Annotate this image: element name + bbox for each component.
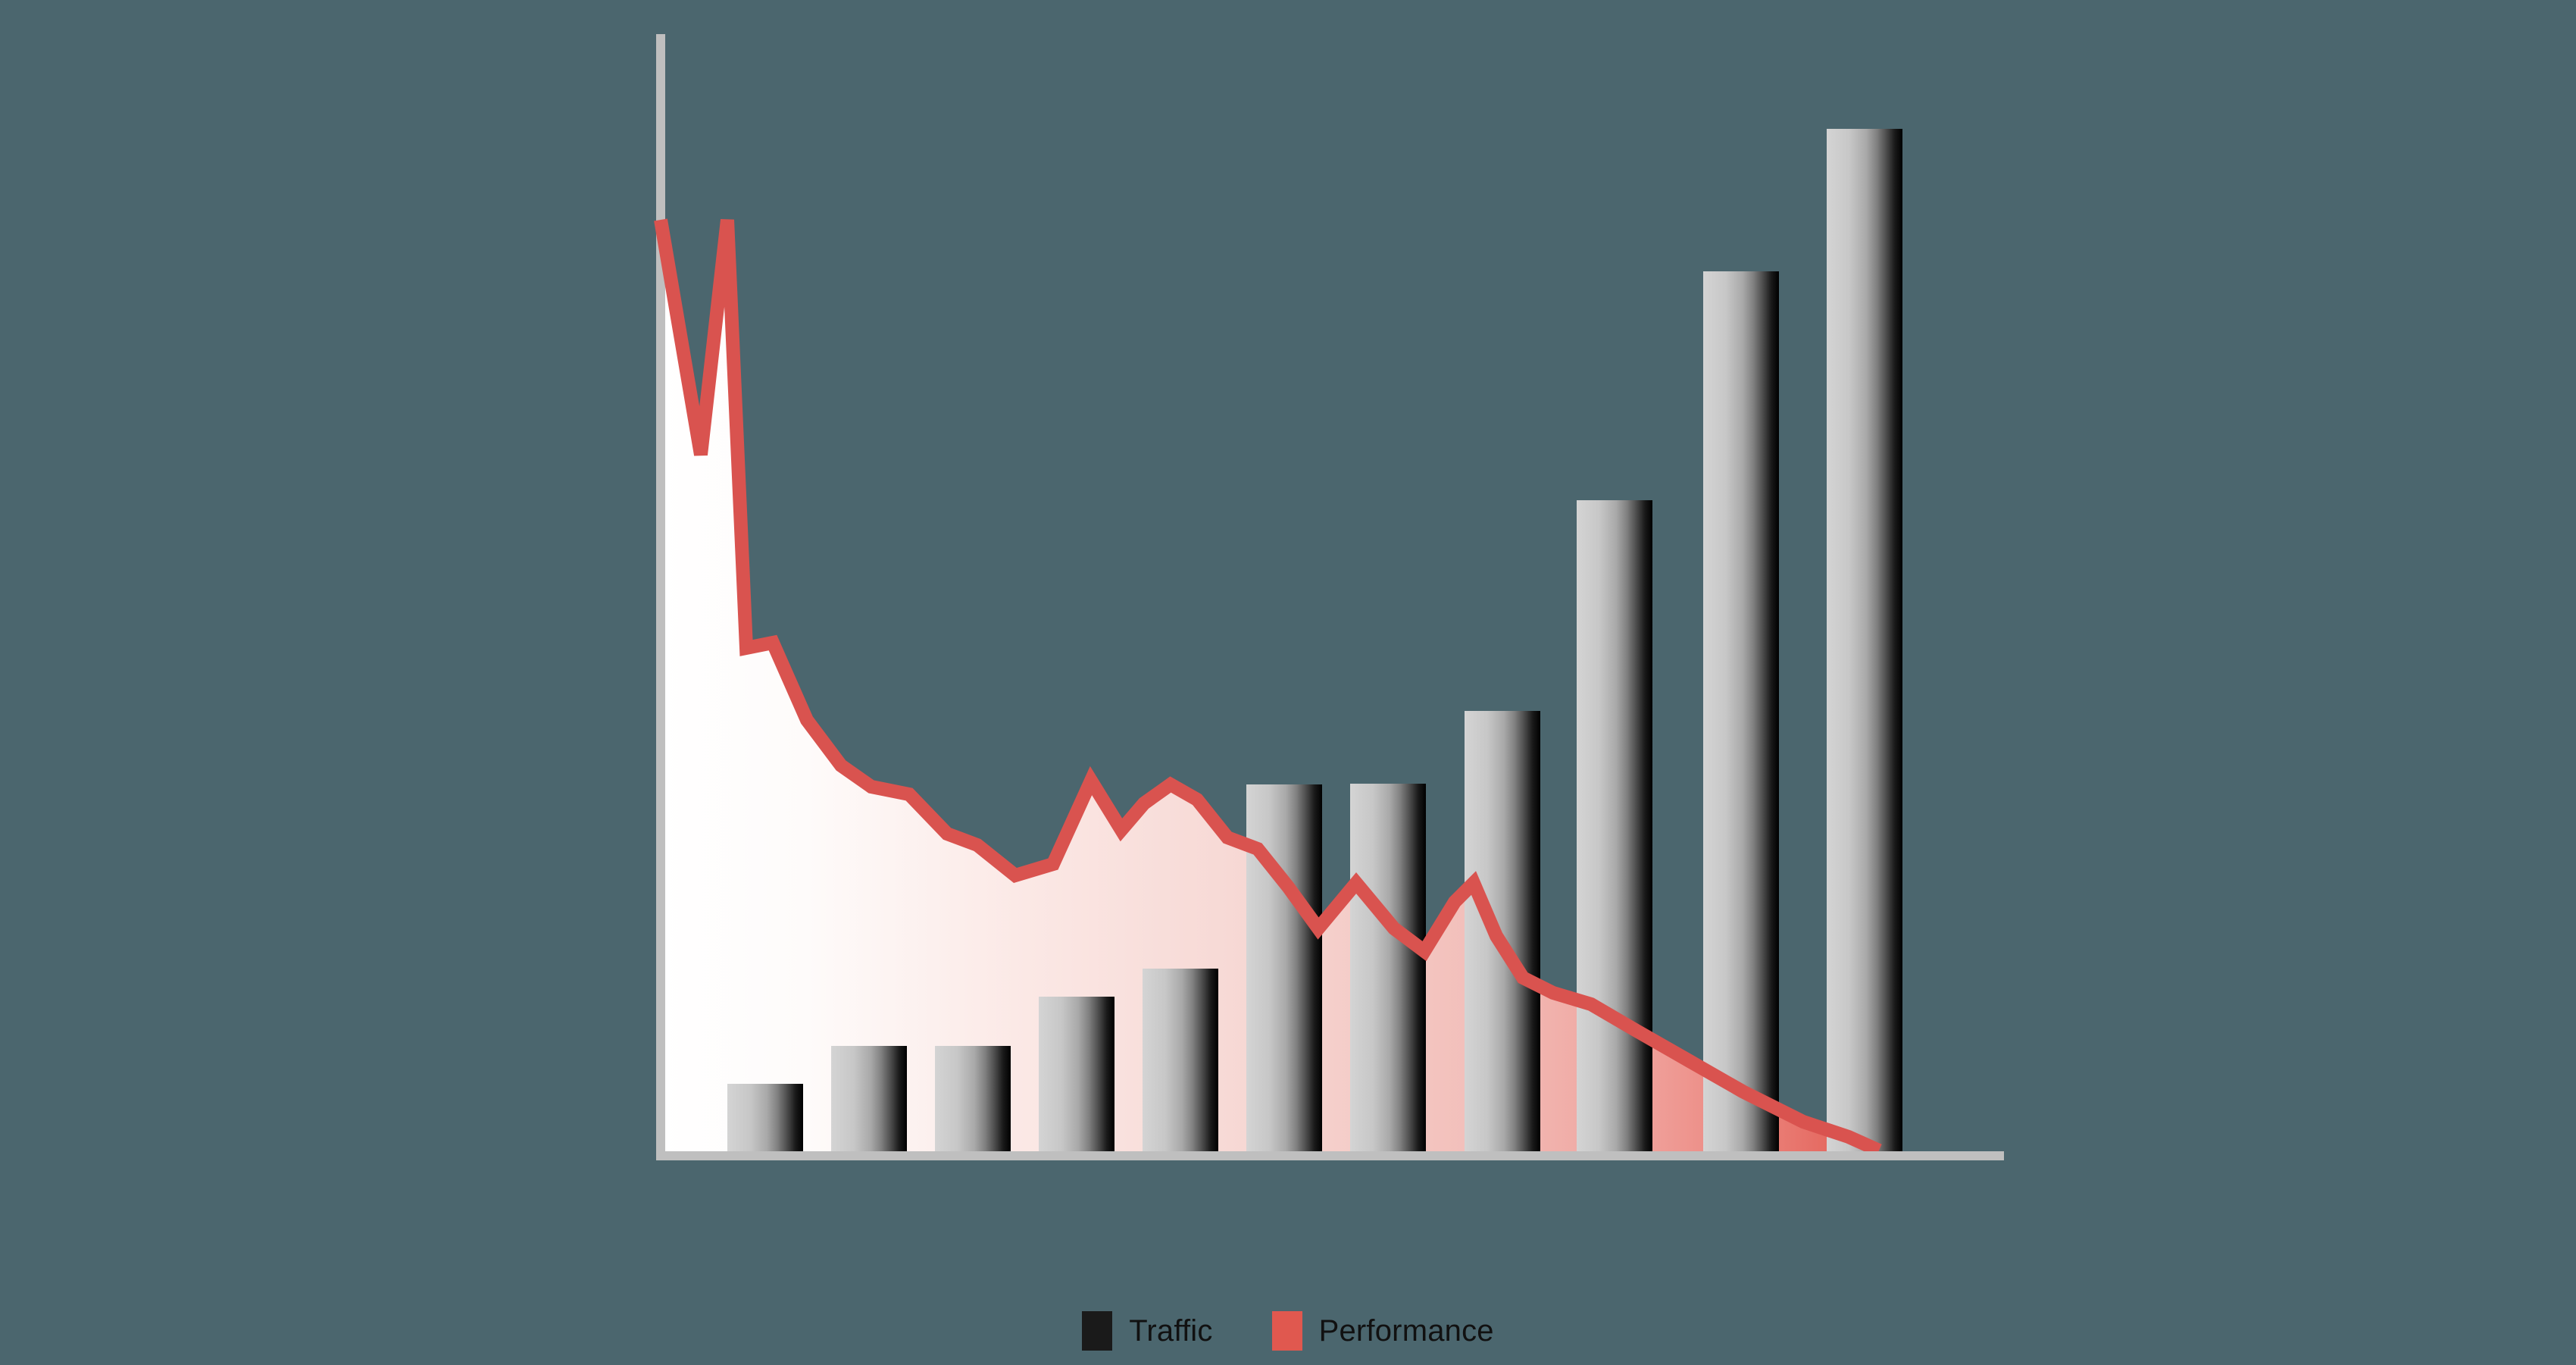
chart-legend: Traffic Performance (0, 1311, 2576, 1351)
legend-item-performance[interactable]: Performance (1271, 1311, 1494, 1351)
bar-11 (1827, 129, 1902, 1160)
bar-5 (1143, 969, 1218, 1160)
bar-9 (1577, 500, 1652, 1160)
performance-area (661, 220, 1879, 1160)
legend-label-performance: Performance (1318, 1314, 1494, 1348)
bar-7 (1350, 784, 1426, 1160)
performance-line (654, 218, 1882, 1157)
legend-label-traffic: Traffic (1129, 1314, 1213, 1348)
legend-item-traffic[interactable]: Traffic (1082, 1311, 1212, 1351)
x-axis-baseline (656, 1151, 2004, 1160)
bar-10 (1703, 271, 1779, 1160)
bar-6 (1246, 784, 1322, 1160)
y-axis-spine (656, 34, 665, 1160)
bar-1 (727, 1084, 803, 1160)
legend-swatch-traffic (1082, 1311, 1113, 1351)
bar-3 (935, 1046, 1011, 1160)
bar-4 (1039, 997, 1114, 1160)
bar-2 (831, 1046, 907, 1160)
legend-swatch-performance (1271, 1311, 1302, 1351)
